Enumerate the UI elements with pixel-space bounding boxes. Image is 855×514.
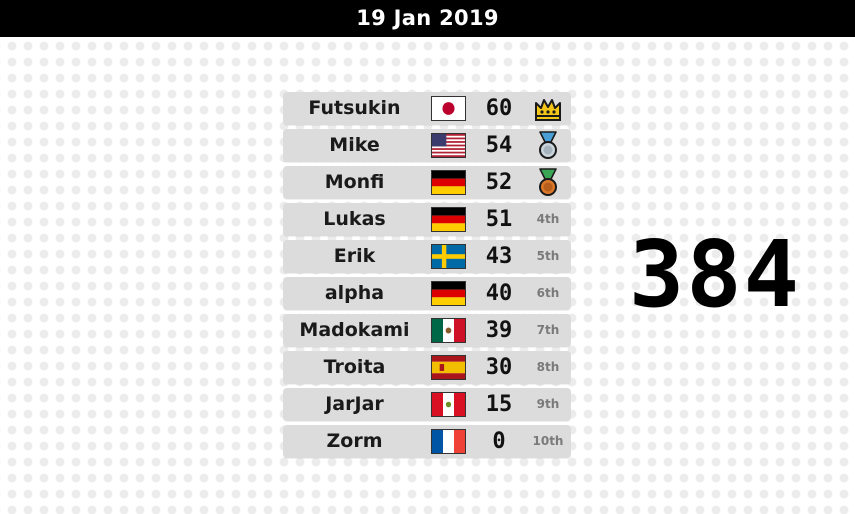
silver-medal-icon bbox=[533, 131, 563, 160]
leaderboard-row: Zorm 0 10th bbox=[283, 425, 571, 458]
player-name: Lukas bbox=[323, 208, 386, 230]
player-name: Zorm bbox=[326, 430, 383, 452]
player-name: Mike bbox=[329, 134, 380, 156]
player-score: 40 bbox=[485, 281, 513, 306]
player-name: alpha bbox=[324, 282, 385, 304]
usa-flag-icon bbox=[431, 133, 466, 158]
germany-flag-icon bbox=[431, 281, 466, 306]
player-score: 52 bbox=[485, 170, 513, 195]
player-name: Troita bbox=[323, 356, 386, 378]
crown-icon bbox=[533, 94, 563, 123]
leaderboard-row: alpha 40 6th bbox=[283, 277, 571, 310]
player-name: JarJar bbox=[325, 393, 384, 415]
leaderboard-row: Monfi 52 bbox=[283, 166, 571, 199]
leaderboard-row: Madokami 39 7th bbox=[283, 314, 571, 347]
player-rank: 6th bbox=[536, 286, 560, 300]
player-name: Futsukin bbox=[308, 97, 401, 119]
player-score: 39 bbox=[485, 318, 513, 343]
leaderboard-row: JarJar 15 9th bbox=[283, 388, 571, 421]
date-header: 19 Jan 2019 bbox=[0, 0, 855, 37]
japan-flag-icon bbox=[431, 96, 466, 121]
total-score: 384 bbox=[628, 221, 802, 328]
mexico-flag-icon bbox=[431, 318, 466, 343]
player-rank: 7th bbox=[536, 323, 560, 337]
player-rank: 10th bbox=[532, 434, 564, 448]
leaderboard-row: Mike 54 bbox=[283, 129, 571, 162]
player-name: Erik bbox=[333, 245, 376, 267]
player-score: 0 bbox=[492, 429, 506, 454]
leaderboard-row: Futsukin 60 bbox=[283, 92, 571, 125]
germany-flag-icon bbox=[431, 170, 466, 195]
player-score: 15 bbox=[485, 392, 513, 417]
player-rank: 8th bbox=[536, 360, 560, 374]
spain-flag-icon bbox=[431, 355, 466, 380]
player-score: 30 bbox=[485, 355, 513, 380]
leaderboard-row: Troita 30 8th bbox=[283, 351, 571, 384]
peru-flag-icon bbox=[431, 392, 466, 417]
germany-flag-icon bbox=[431, 207, 466, 232]
sweden-flag-icon bbox=[431, 244, 466, 269]
player-rank: 9th bbox=[536, 397, 560, 411]
date-label: 19 Jan 2019 bbox=[356, 6, 499, 30]
player-rank: 4th bbox=[536, 212, 560, 226]
player-name: Madokami bbox=[299, 319, 410, 341]
player-rank: 5th bbox=[536, 249, 560, 263]
france-flag-icon bbox=[431, 429, 466, 454]
player-score: 43 bbox=[485, 244, 513, 269]
player-name: Monfi bbox=[324, 171, 385, 193]
player-score: 60 bbox=[485, 96, 513, 121]
leaderboard: Futsukin 60 Mike 54 Monfi 52 Lukas bbox=[283, 92, 571, 462]
bronze-medal-icon bbox=[533, 168, 563, 197]
player-score: 51 bbox=[485, 207, 513, 232]
leaderboard-row: Lukas 51 4th bbox=[283, 203, 571, 236]
player-score: 54 bbox=[485, 133, 513, 158]
leaderboard-row: Erik 43 5th bbox=[283, 240, 571, 273]
